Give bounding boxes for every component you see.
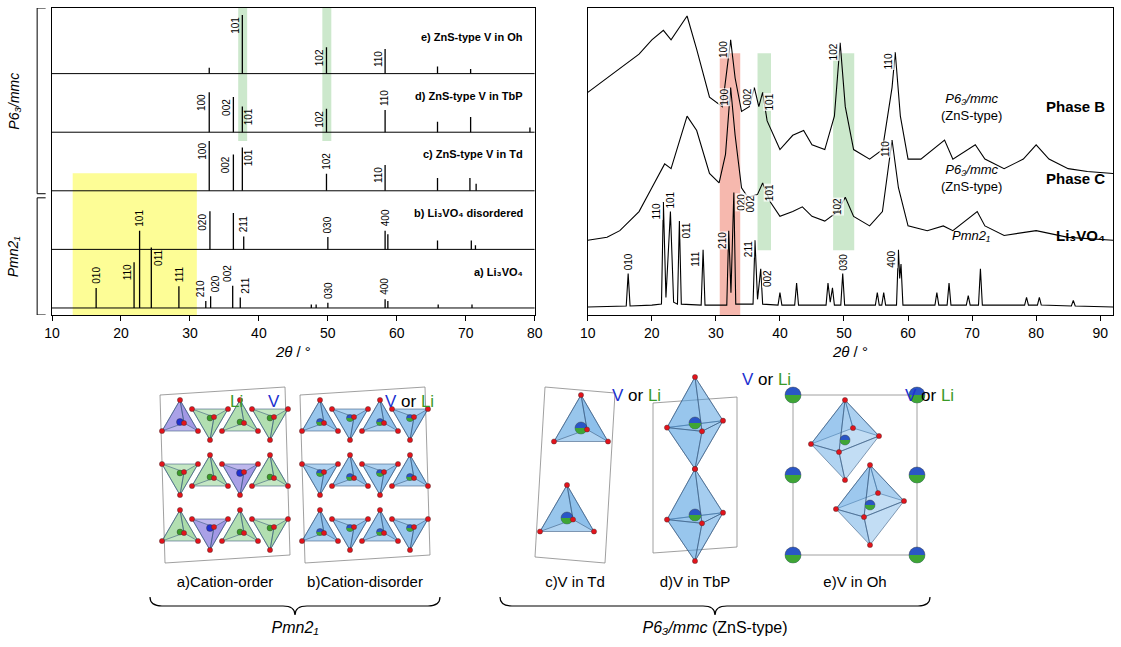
svg-text:101: 101 xyxy=(764,93,775,110)
svg-text:e) ZnS-type V in Oh: e) ZnS-type V in Oh xyxy=(421,31,523,43)
svg-text:P6₃/mmc (ZnS-type): P6₃/mmc (ZnS-type) xyxy=(642,619,787,636)
svg-text:30: 30 xyxy=(708,325,724,341)
svg-text:102: 102 xyxy=(828,43,839,60)
svg-text:20: 20 xyxy=(113,325,129,341)
svg-text:002: 002 xyxy=(222,265,233,282)
svg-text:110: 110 xyxy=(880,141,891,157)
svg-text:010: 010 xyxy=(91,267,102,284)
svg-text:101: 101 xyxy=(243,149,254,166)
svg-text:211: 211 xyxy=(240,277,251,293)
svg-text:d)V in TbP: d)V in TbP xyxy=(660,573,731,590)
svg-text:030: 030 xyxy=(323,282,334,299)
svg-text:002: 002 xyxy=(220,156,231,173)
svg-text:210: 210 xyxy=(717,232,728,249)
svg-text:002: 002 xyxy=(742,88,753,105)
svg-text:50: 50 xyxy=(320,325,336,341)
svg-text:2θ / °: 2θ / ° xyxy=(832,343,868,360)
svg-text:400: 400 xyxy=(379,278,390,295)
svg-text:011: 011 xyxy=(681,222,692,238)
svg-text:Phase B: Phase B xyxy=(1046,98,1105,115)
svg-text:102: 102 xyxy=(321,153,332,170)
svg-text:400: 400 xyxy=(380,209,391,226)
svg-text:e)V in Oh: e)V in Oh xyxy=(823,573,886,590)
svg-text:60: 60 xyxy=(389,325,405,341)
svg-text:70: 70 xyxy=(458,325,474,341)
svg-text:a)Cation-order: a)Cation-order xyxy=(177,573,274,590)
svg-text:10: 10 xyxy=(580,325,596,341)
svg-text:V or Li: V or Li xyxy=(385,392,434,411)
svg-text:P6₃/mmc(ZnS-type): P6₃/mmc(ZnS-type) xyxy=(941,91,1002,123)
svg-text:80: 80 xyxy=(527,325,543,341)
svg-text:Pmn2₁: Pmn2₁ xyxy=(5,236,21,278)
svg-text:210: 210 xyxy=(195,280,206,297)
svg-text:002: 002 xyxy=(762,270,773,287)
svg-text:101: 101 xyxy=(665,191,676,208)
svg-text:100: 100 xyxy=(196,94,207,111)
svg-text:102: 102 xyxy=(314,111,325,128)
svg-text:V: V xyxy=(268,392,280,411)
svg-text:V or Li: V or Li xyxy=(612,386,661,405)
svg-text:100: 100 xyxy=(197,143,208,160)
svg-text:102: 102 xyxy=(832,198,843,215)
svg-text:030: 030 xyxy=(838,254,849,271)
svg-text:b)Cation-disorder: b)Cation-disorder xyxy=(307,573,423,590)
svg-text:40: 40 xyxy=(772,325,788,341)
svg-text:002: 002 xyxy=(221,99,232,116)
svg-text:2θ / °: 2θ / ° xyxy=(275,343,311,360)
svg-text:70: 70 xyxy=(964,325,980,341)
svg-text:111: 111 xyxy=(690,251,701,267)
svg-text:P6₃/mmc(ZnS-type): P6₃/mmc(ZnS-type) xyxy=(941,162,1002,194)
svg-text:111: 111 xyxy=(174,267,185,283)
svg-text:110: 110 xyxy=(122,264,133,280)
svg-text:Li: Li xyxy=(230,392,243,411)
svg-text:110: 110 xyxy=(651,203,662,219)
svg-text:110: 110 xyxy=(379,90,390,106)
svg-text:Phase C: Phase C xyxy=(1046,170,1105,187)
svg-text:c)V in Td: c)V in Td xyxy=(545,573,605,590)
svg-text:020: 020 xyxy=(197,214,208,231)
svg-text:90: 90 xyxy=(1092,325,1108,341)
svg-text:020: 020 xyxy=(736,194,747,211)
svg-text:V or Li: V or Li xyxy=(905,386,954,405)
svg-text:101: 101 xyxy=(764,184,775,201)
svg-text:010: 010 xyxy=(623,253,634,270)
svg-text:20: 20 xyxy=(644,325,660,341)
svg-text:100: 100 xyxy=(718,41,729,58)
svg-text:101: 101 xyxy=(243,108,254,125)
svg-text:c) ZnS-type V in Td: c) ZnS-type V in Td xyxy=(423,148,523,160)
svg-text:50: 50 xyxy=(836,325,852,341)
svg-text:030: 030 xyxy=(322,216,333,233)
svg-text:002: 002 xyxy=(745,195,756,212)
svg-text:d) ZnS-type V in TbP: d) ZnS-type V in TbP xyxy=(415,90,523,102)
svg-text:110: 110 xyxy=(373,51,384,67)
svg-text:211: 211 xyxy=(743,241,754,257)
svg-text:101: 101 xyxy=(230,17,241,34)
svg-text:100: 100 xyxy=(719,89,730,106)
svg-text:020: 020 xyxy=(210,275,221,292)
svg-text:V or Li: V or Li xyxy=(742,370,791,389)
svg-text:011: 011 xyxy=(153,250,164,266)
svg-text:b) Li₃VO₄ disordered: b) Li₃VO₄ disordered xyxy=(414,207,523,219)
svg-text:60: 60 xyxy=(900,325,916,341)
svg-text:30: 30 xyxy=(182,325,198,341)
svg-text:40: 40 xyxy=(251,325,267,341)
svg-text:211: 211 xyxy=(238,216,249,232)
svg-text:Pmn2₁: Pmn2₁ xyxy=(272,619,319,636)
svg-text:110: 110 xyxy=(883,53,894,69)
svg-text:80: 80 xyxy=(1028,325,1044,341)
svg-text:101: 101 xyxy=(134,210,145,227)
svg-text:P6₃/mmc: P6₃/mmc xyxy=(6,73,22,130)
svg-text:102: 102 xyxy=(314,49,325,66)
svg-text:110: 110 xyxy=(373,167,384,183)
svg-text:a) Li₃VO₄: a) Li₃VO₄ xyxy=(474,266,523,278)
svg-text:400: 400 xyxy=(886,251,897,268)
svg-text:10: 10 xyxy=(44,325,60,341)
svg-text:Pmn2₁: Pmn2₁ xyxy=(952,228,990,243)
svg-text:Li₃VO₄: Li₃VO₄ xyxy=(1056,227,1105,244)
